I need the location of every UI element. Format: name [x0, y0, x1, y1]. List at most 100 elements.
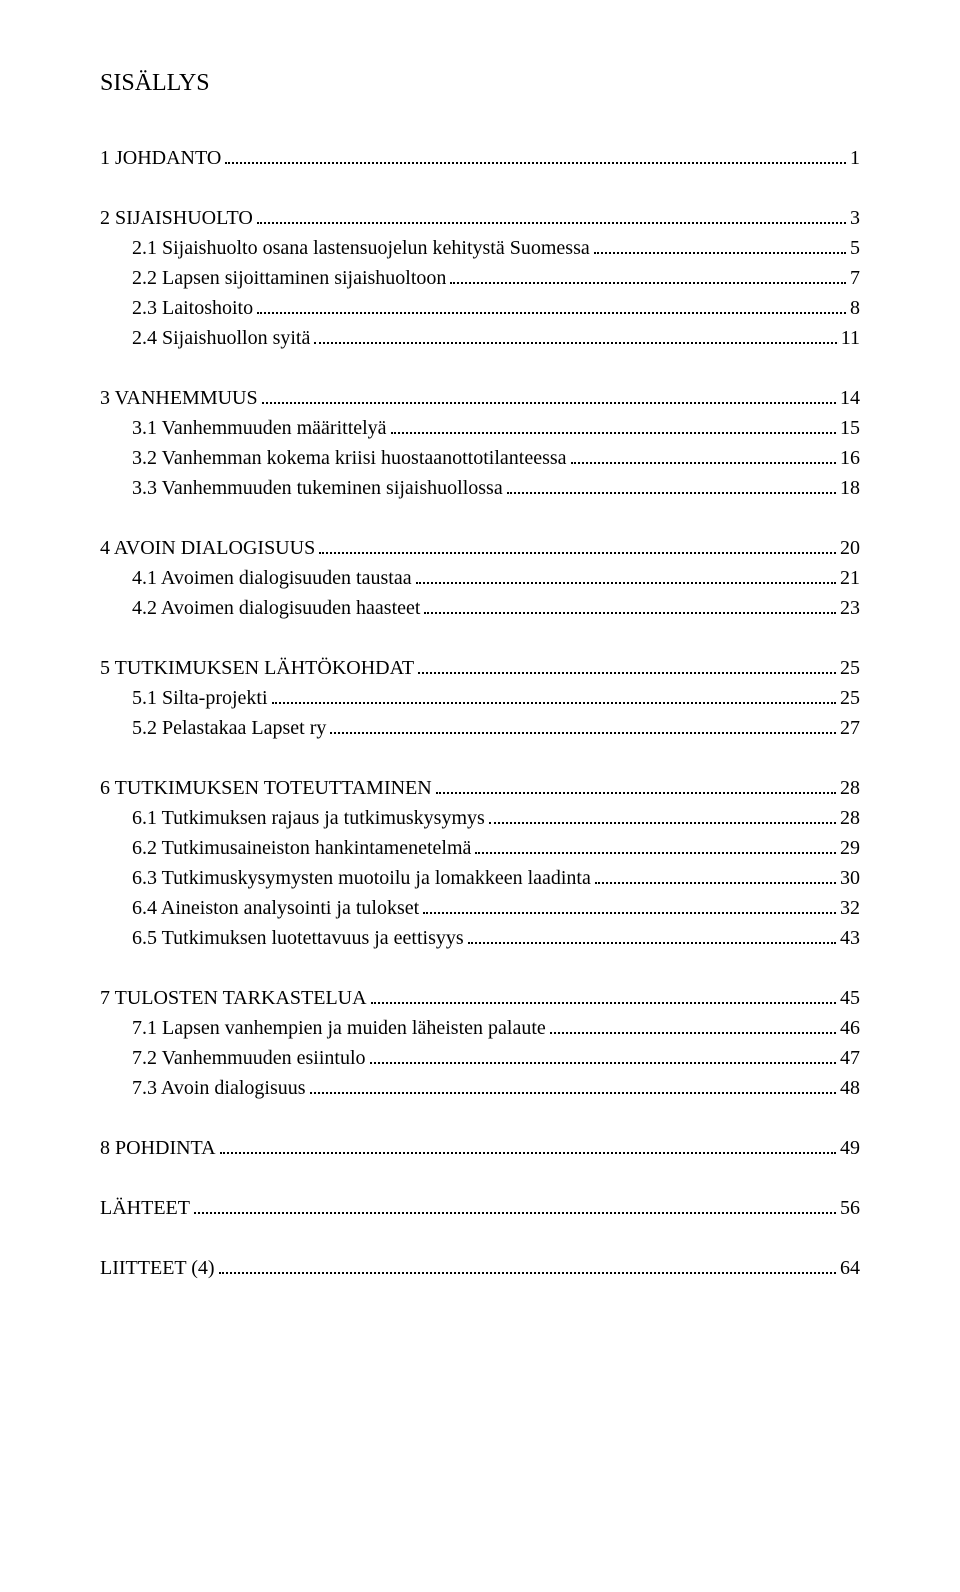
toc-entry-page: 7	[850, 263, 860, 293]
toc-entry-page: 46	[840, 1013, 860, 1043]
toc-entry: 2.2 Lapsen sijoittaminen sijaishuoltoon7	[100, 263, 860, 293]
toc-entry-page: 3	[850, 203, 860, 233]
toc-entry: 4.1 Avoimen dialogisuuden taustaa 21	[100, 563, 860, 593]
toc-entry-label: 6.4 Aineiston analysointi ja tulokset	[132, 893, 419, 923]
toc-entry: LÄHTEET 56	[100, 1193, 860, 1223]
toc-entry-label: 4.1 Avoimen dialogisuuden taustaa	[132, 563, 412, 593]
toc-entry: 3.3 Vanhemmuuden tukeminen sijaishuollos…	[100, 473, 860, 503]
toc-entry-label: 3.1 Vanhemmuuden määrittelyä	[132, 413, 387, 443]
toc-entry: 2 SIJAISHUOLTO 3	[100, 203, 860, 233]
toc-entry-label: LIITTEET (4)	[100, 1253, 215, 1283]
toc-entry-page: 15	[840, 413, 860, 443]
toc-entry: 8 POHDINTA49	[100, 1133, 860, 1163]
toc-entry-label: 7 TULOSTEN TARKASTELUA	[100, 983, 367, 1013]
toc-entry: 5.1 Silta-projekti 25	[100, 683, 860, 713]
toc-leader-dots	[219, 1254, 836, 1274]
toc-entry-label: 6.2 Tutkimusaineiston hankintamenetelmä	[132, 833, 471, 863]
toc-entry-label: 3 VANHEMMUUS	[100, 383, 258, 413]
toc-entry-page: 29	[840, 833, 860, 863]
toc-entry: 2.4 Sijaishuollon syitä11	[100, 323, 860, 353]
toc-leader-dots	[194, 1194, 836, 1214]
toc-leader-dots	[257, 204, 846, 224]
toc-leader-dots	[594, 234, 846, 254]
toc-entry-label: 6.1 Tutkimuksen rajaus ja tutkimuskysymy…	[132, 803, 485, 833]
toc-entry-page: 21	[840, 563, 860, 593]
toc-entry: 6 TUTKIMUKSEN TOTEUTTAMINEN28	[100, 773, 860, 803]
toc-leader-dots	[595, 864, 836, 884]
toc-leader-dots	[330, 714, 836, 734]
toc-entry: 7.1 Lapsen vanhempien ja muiden läheiste…	[100, 1013, 860, 1043]
toc-entry-page: 8	[850, 293, 860, 323]
toc-entry-label: 7.1 Lapsen vanhempien ja muiden läheiste…	[132, 1013, 546, 1043]
toc-entry-page: 25	[840, 653, 860, 683]
toc-entry-label: 6.3 Tutkimuskysymysten muotoilu ja lomak…	[132, 863, 591, 893]
toc-entry: 6.1 Tutkimuksen rajaus ja tutkimuskysymy…	[100, 803, 860, 833]
toc-entry-page: 45	[840, 983, 860, 1013]
toc-leader-dots	[314, 324, 836, 344]
toc-leader-dots	[416, 564, 836, 584]
toc-entry: 3.1 Vanhemmuuden määrittelyä 15	[100, 413, 860, 443]
toc-title: SISÄLLYS	[100, 70, 860, 97]
toc-entry-label: 3.3 Vanhemmuuden tukeminen sijaishuollos…	[132, 473, 503, 503]
toc-entry-label: LÄHTEET	[100, 1193, 190, 1223]
toc-entry: 3 VANHEMMUUS 14	[100, 383, 860, 413]
toc-entry-page: 25	[840, 683, 860, 713]
toc-entry-page: 27	[840, 713, 860, 743]
toc-leader-dots	[468, 924, 836, 944]
toc-entry-label: 2.4 Sijaishuollon syitä	[132, 323, 310, 353]
toc-entry-page: 30	[840, 863, 860, 893]
toc-leader-dots	[436, 774, 836, 794]
toc-leader-dots	[489, 804, 836, 824]
toc-leader-dots	[424, 594, 836, 614]
toc-leader-dots	[371, 984, 836, 1004]
toc-entry-label: 6 TUTKIMUKSEN TOTEUTTAMINEN	[100, 773, 432, 803]
toc-leader-dots	[391, 414, 836, 434]
toc-entry: 6.3 Tutkimuskysymysten muotoilu ja lomak…	[100, 863, 860, 893]
toc-entry-label: 5 TUTKIMUKSEN LÄHTÖKOHDAT	[100, 653, 414, 683]
toc-entry-page: 16	[840, 443, 860, 473]
toc-entry: 4 AVOIN DIALOGISUUS 20	[100, 533, 860, 563]
toc-entry-page: 64	[840, 1253, 860, 1283]
toc-entry-label: 2.3 Laitoshoito	[132, 293, 253, 323]
toc-entry: 1 JOHDANTO1	[100, 143, 860, 173]
toc-leader-dots	[370, 1044, 837, 1064]
toc-leader-dots	[225, 144, 846, 164]
toc-leader-dots	[310, 1074, 836, 1094]
toc-entry-label: 7.2 Vanhemmuuden esiintulo	[132, 1043, 366, 1073]
toc-leader-dots	[507, 474, 836, 494]
toc-entry-page: 28	[840, 803, 860, 833]
toc-entry-page: 43	[840, 923, 860, 953]
toc-entry: 6.4 Aineiston analysointi ja tulokset32	[100, 893, 860, 923]
toc-entry-page: 48	[840, 1073, 860, 1103]
toc-entry: 7.3 Avoin dialogisuus 48	[100, 1073, 860, 1103]
toc-entry-page: 20	[840, 533, 860, 563]
toc-leader-dots	[220, 1134, 836, 1154]
toc-entry-page: 14	[840, 383, 860, 413]
toc-entry-page: 56	[840, 1193, 860, 1223]
toc-entry-label: 5.2 Pelastakaa Lapset ry	[132, 713, 326, 743]
toc-entry-label: 2.1 Sijaishuolto osana lastensuojelun ke…	[132, 233, 590, 263]
toc-leader-dots	[571, 444, 836, 464]
toc-entry: 3.2 Vanhemman kokema kriisi huostaanotto…	[100, 443, 860, 473]
toc-entry: 6.2 Tutkimusaineiston hankintamenetelmä 2…	[100, 833, 860, 863]
toc-leader-dots	[475, 834, 836, 854]
toc-leader-dots	[550, 1014, 836, 1034]
toc-entry: 7.2 Vanhemmuuden esiintulo47	[100, 1043, 860, 1073]
toc-leader-dots	[450, 264, 846, 284]
toc-leader-dots	[418, 654, 836, 674]
toc-entry-label: 6.5 Tutkimuksen luotettavuus ja eettisyy…	[132, 923, 464, 953]
toc-entry-label: 2 SIJAISHUOLTO	[100, 203, 253, 233]
toc-entry: 4.2 Avoimen dialogisuuden haasteet 23	[100, 593, 860, 623]
toc-entry: 5 TUTKIMUKSEN LÄHTÖKOHDAT 25	[100, 653, 860, 683]
toc-entry-label: 7.3 Avoin dialogisuus	[132, 1073, 306, 1103]
toc-entry-page: 23	[840, 593, 860, 623]
toc-entry-label: 4.2 Avoimen dialogisuuden haasteet	[132, 593, 420, 623]
toc-entry: 7 TULOSTEN TARKASTELUA 45	[100, 983, 860, 1013]
toc-entry-page: 1	[850, 143, 860, 173]
toc-entry-label: 5.1 Silta-projekti	[132, 683, 268, 713]
toc-entry: 2.1 Sijaishuolto osana lastensuojelun ke…	[100, 233, 860, 263]
toc-entry-label: 4 AVOIN DIALOGISUUS	[100, 533, 315, 563]
toc-entry-label: 3.2 Vanhemman kokema kriisi huostaanotto…	[132, 443, 567, 473]
toc-entry: 5.2 Pelastakaa Lapset ry 27	[100, 713, 860, 743]
page: SISÄLLYS 1 JOHDANTO1 2 SIJAISHUOLTO 3 2.1 S…	[0, 0, 960, 1592]
